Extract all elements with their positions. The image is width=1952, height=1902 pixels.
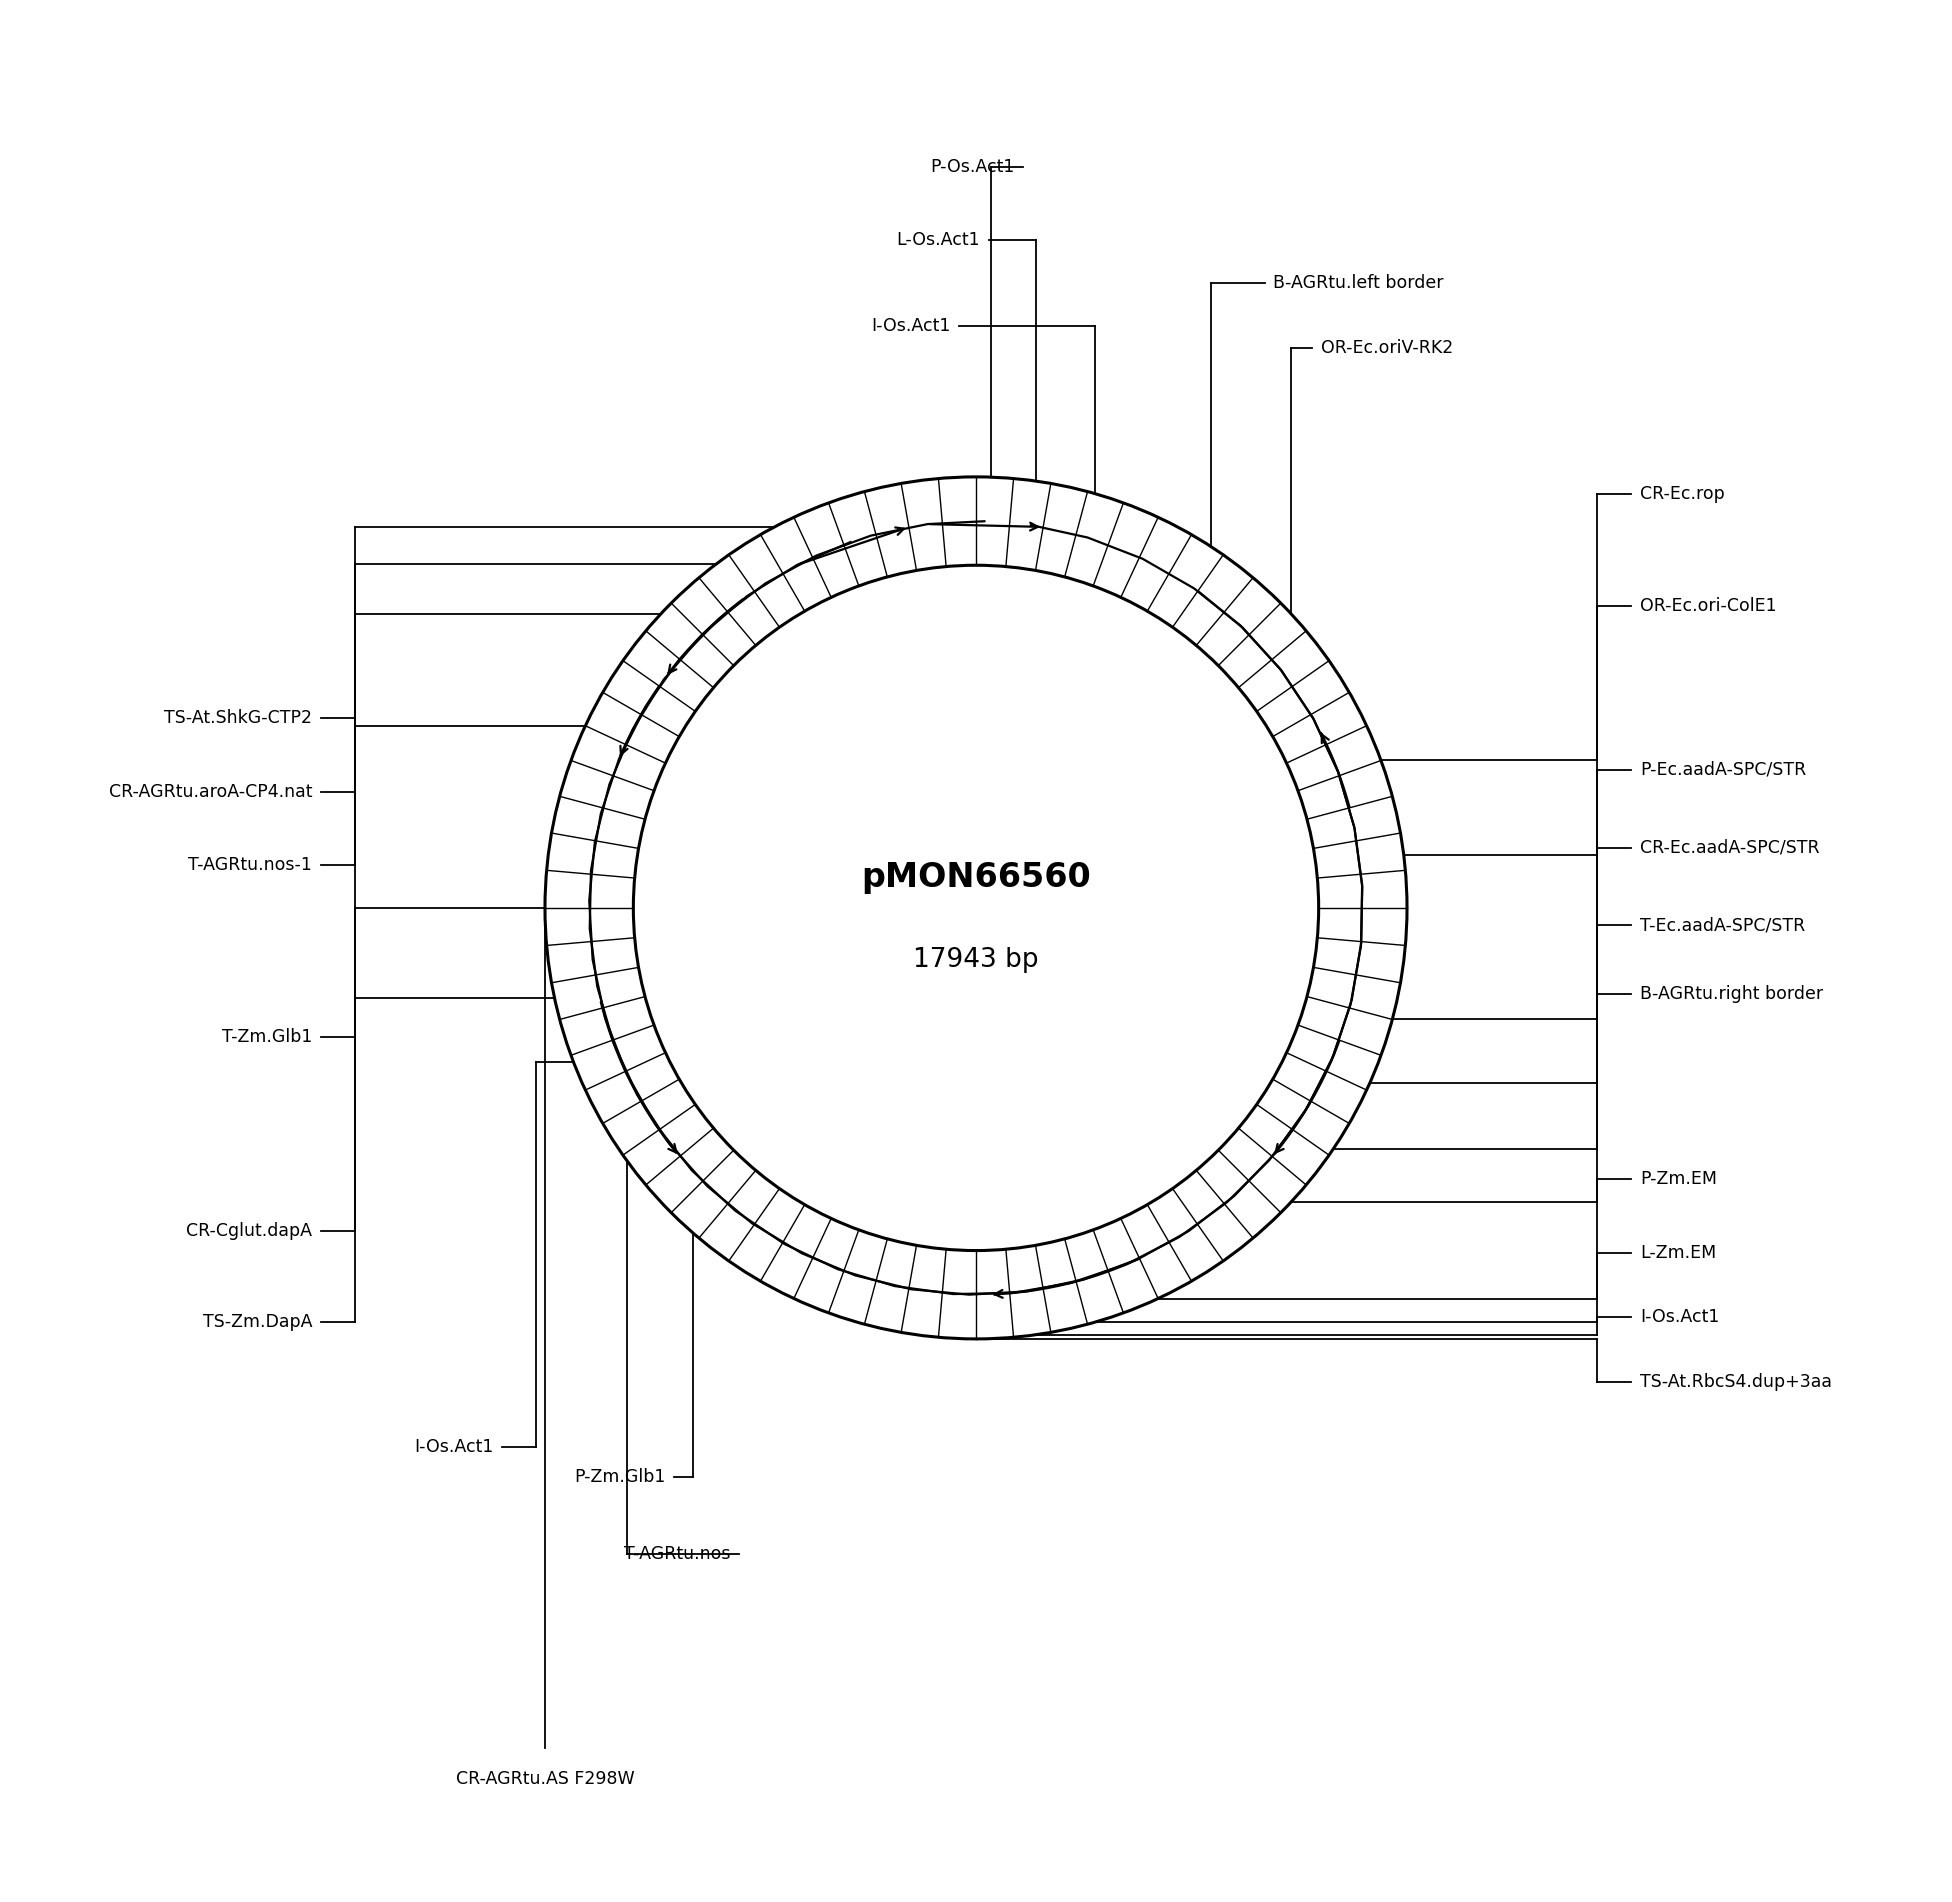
Text: TS-At.ShkG-CTP2: TS-At.ShkG-CTP2 bbox=[164, 709, 312, 727]
Text: OR-Ec.oriV-RK2: OR-Ec.oriV-RK2 bbox=[1322, 339, 1452, 356]
Text: B-AGRtu.left border: B-AGRtu.left border bbox=[1273, 274, 1444, 291]
Text: TS-Zm.DapA: TS-Zm.DapA bbox=[203, 1312, 312, 1331]
Text: T-Ec.aadA-SPC/STR: T-Ec.aadA-SPC/STR bbox=[1640, 917, 1806, 934]
Text: CR-Cglut.dapA: CR-Cglut.dapA bbox=[185, 1223, 312, 1240]
Text: CR-AGRtu.AS F298W: CR-AGRtu.AS F298W bbox=[455, 1771, 634, 1788]
Text: 17943 bp: 17943 bp bbox=[914, 947, 1038, 972]
Text: L-Zm.EM: L-Zm.EM bbox=[1640, 1244, 1716, 1261]
Text: P-Zm.Glb1: P-Zm.Glb1 bbox=[574, 1468, 666, 1485]
Text: T-Zm.Glb1: T-Zm.Glb1 bbox=[223, 1029, 312, 1046]
Text: TS-At.RbcS4.dup+3aa: TS-At.RbcS4.dup+3aa bbox=[1640, 1373, 1831, 1390]
Text: I-Os.Act1: I-Os.Act1 bbox=[871, 318, 951, 335]
Text: P-Zm.EM: P-Zm.EM bbox=[1640, 1170, 1716, 1189]
Text: OR-Ec.ori-ColE1: OR-Ec.ori-ColE1 bbox=[1640, 597, 1776, 614]
Text: CR-Ec.rop: CR-Ec.rop bbox=[1640, 485, 1724, 504]
Text: CR-Ec.aadA-SPC/STR: CR-Ec.aadA-SPC/STR bbox=[1640, 839, 1819, 856]
Text: B-AGRtu.right border: B-AGRtu.right border bbox=[1640, 985, 1823, 1002]
Text: L-Os.Act1: L-Os.Act1 bbox=[896, 230, 980, 249]
Text: P-Ec.aadA-SPC/STR: P-Ec.aadA-SPC/STR bbox=[1640, 761, 1806, 780]
Text: CR-AGRtu.aroA-CP4.nat: CR-AGRtu.aroA-CP4.nat bbox=[109, 782, 312, 801]
Text: pMON66560: pMON66560 bbox=[861, 862, 1091, 894]
Text: T-AGRtu.nos: T-AGRtu.nos bbox=[625, 1546, 730, 1563]
Text: I-Os.Act1: I-Os.Act1 bbox=[414, 1438, 494, 1455]
Text: I-Os.Act1: I-Os.Act1 bbox=[1640, 1309, 1720, 1326]
Text: P-Os.Act1: P-Os.Act1 bbox=[931, 158, 1015, 175]
Text: T-AGRtu.nos-1: T-AGRtu.nos-1 bbox=[189, 856, 312, 873]
